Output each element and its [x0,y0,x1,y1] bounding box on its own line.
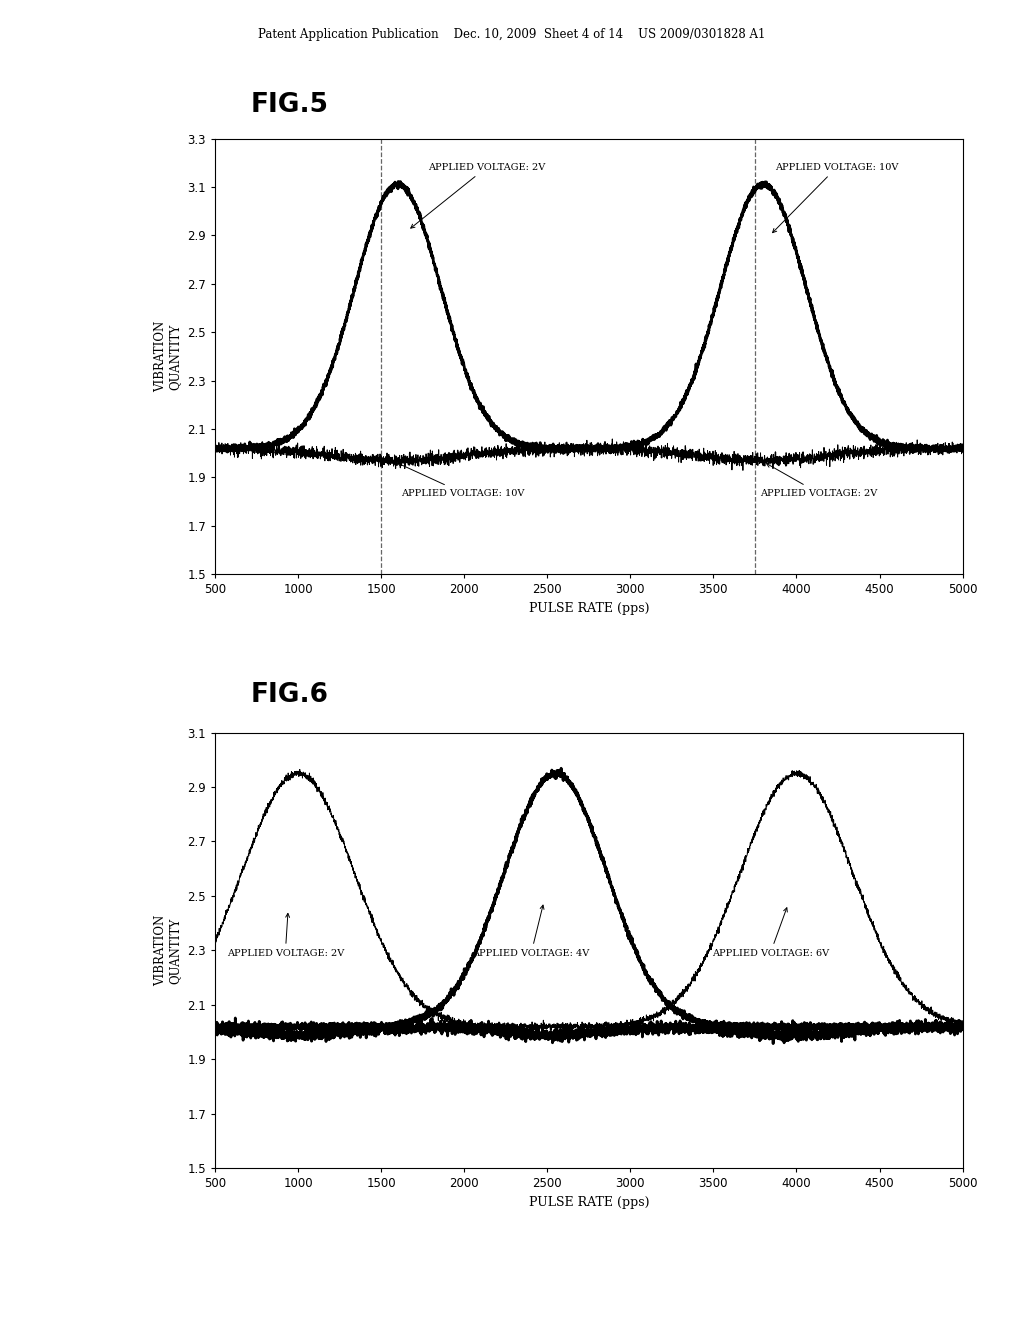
Text: APPLIED VOLTAGE: 10V: APPLIED VOLTAGE: 10V [398,463,524,498]
Text: FIG.6: FIG.6 [251,682,329,709]
Text: APPLIED VOLTAGE: 10V: APPLIED VOLTAGE: 10V [772,164,898,232]
Text: APPLIED VOLTAGE: 2V: APPLIED VOLTAGE: 2V [226,913,344,958]
X-axis label: PULSE RATE (pps): PULSE RATE (pps) [528,602,649,615]
Y-axis label: VIBRATION
QUANTITY: VIBRATION QUANTITY [154,915,181,986]
X-axis label: PULSE RATE (pps): PULSE RATE (pps) [528,1196,649,1209]
Text: APPLIED VOLTAGE: 4V: APPLIED VOLTAGE: 4V [472,906,590,958]
Text: APPLIED VOLTAGE: 2V: APPLIED VOLTAGE: 2V [760,463,878,498]
Text: Patent Application Publication    Dec. 10, 2009  Sheet 4 of 14    US 2009/030182: Patent Application Publication Dec. 10, … [258,28,766,41]
Text: APPLIED VOLTAGE: 2V: APPLIED VOLTAGE: 2V [411,164,545,228]
Text: FIG.5: FIG.5 [251,92,329,119]
Text: APPLIED VOLTAGE: 6V: APPLIED VOLTAGE: 6V [712,908,828,958]
Y-axis label: VIBRATION
QUANTITY: VIBRATION QUANTITY [154,321,181,392]
